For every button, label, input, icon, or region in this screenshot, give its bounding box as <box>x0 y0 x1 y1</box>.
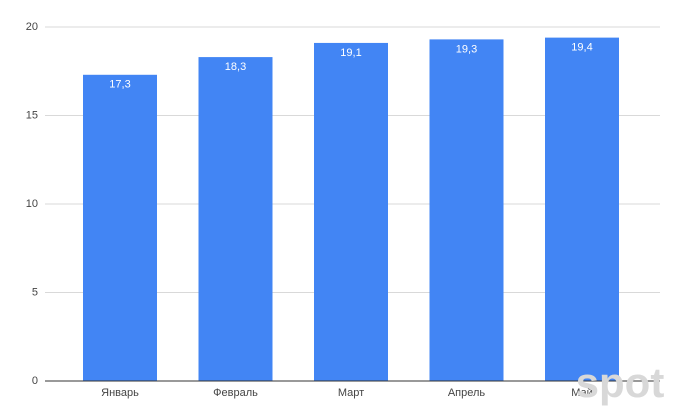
x-tick-label: Март <box>338 387 364 399</box>
value-label: 17,3 <box>109 79 130 91</box>
bar <box>83 74 157 381</box>
y-tick-label: 0 <box>32 375 38 387</box>
bar <box>314 42 388 382</box>
value-label: 19,3 <box>456 43 477 55</box>
bar <box>429 39 504 381</box>
y-tick-label: 5 <box>32 286 38 298</box>
bar <box>545 37 619 382</box>
y-tick-label: 15 <box>26 109 38 121</box>
value-label: 19,4 <box>571 42 592 54</box>
x-tick-label: Май <box>571 387 593 399</box>
y-tick-label: 10 <box>26 198 38 210</box>
x-tick-label: Январь <box>101 387 139 399</box>
bar <box>198 57 273 382</box>
x-tick-label: Апрель <box>448 387 486 399</box>
value-label: 19,1 <box>340 47 361 59</box>
value-label: 18,3 <box>225 61 246 73</box>
y-tick-label: 20 <box>26 21 38 33</box>
watermark: spot <box>576 359 665 406</box>
x-tick-label: Февраль <box>213 387 258 399</box>
